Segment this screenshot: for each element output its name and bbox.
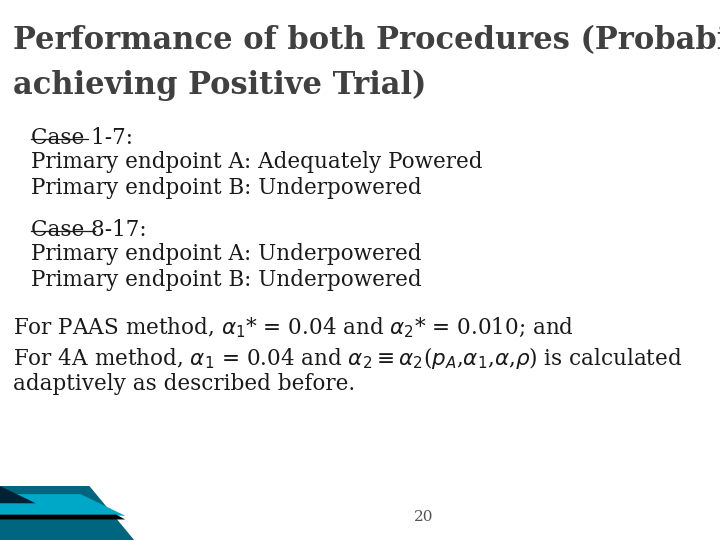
Text: Performance of both Procedures (Probability of: Performance of both Procedures (Probabil… [14, 24, 720, 56]
Polygon shape [0, 494, 125, 516]
Text: Primary endpoint B: Underpowered: Primary endpoint B: Underpowered [31, 269, 422, 291]
Polygon shape [0, 515, 125, 519]
Text: adaptively as described before.: adaptively as described before. [14, 373, 356, 395]
Polygon shape [0, 486, 36, 503]
Polygon shape [0, 486, 134, 540]
Text: Primary endpoint A: Underpowered: Primary endpoint A: Underpowered [31, 243, 422, 265]
Text: For 4A method, $\alpha_1$ = 0.04 and $\alpha_2$$\equiv$$\alpha_2$($p_A$,$\alpha_: For 4A method, $\alpha_1$ = 0.04 and $\a… [14, 345, 683, 370]
Text: Case 1-7:: Case 1-7: [31, 127, 133, 149]
Text: 20: 20 [414, 510, 433, 524]
Text: achieving Positive Trial): achieving Positive Trial) [14, 70, 427, 102]
Text: For PAAS method, $\alpha_1$* = 0.04 and $\alpha_2$* = 0.010; and: For PAAS method, $\alpha_1$* = 0.04 and … [14, 316, 575, 340]
Text: Case 8-17:: Case 8-17: [31, 219, 147, 241]
Text: Primary endpoint B: Underpowered: Primary endpoint B: Underpowered [31, 177, 422, 199]
Text: Primary endpoint A: Adequately Powered: Primary endpoint A: Adequately Powered [31, 151, 483, 173]
